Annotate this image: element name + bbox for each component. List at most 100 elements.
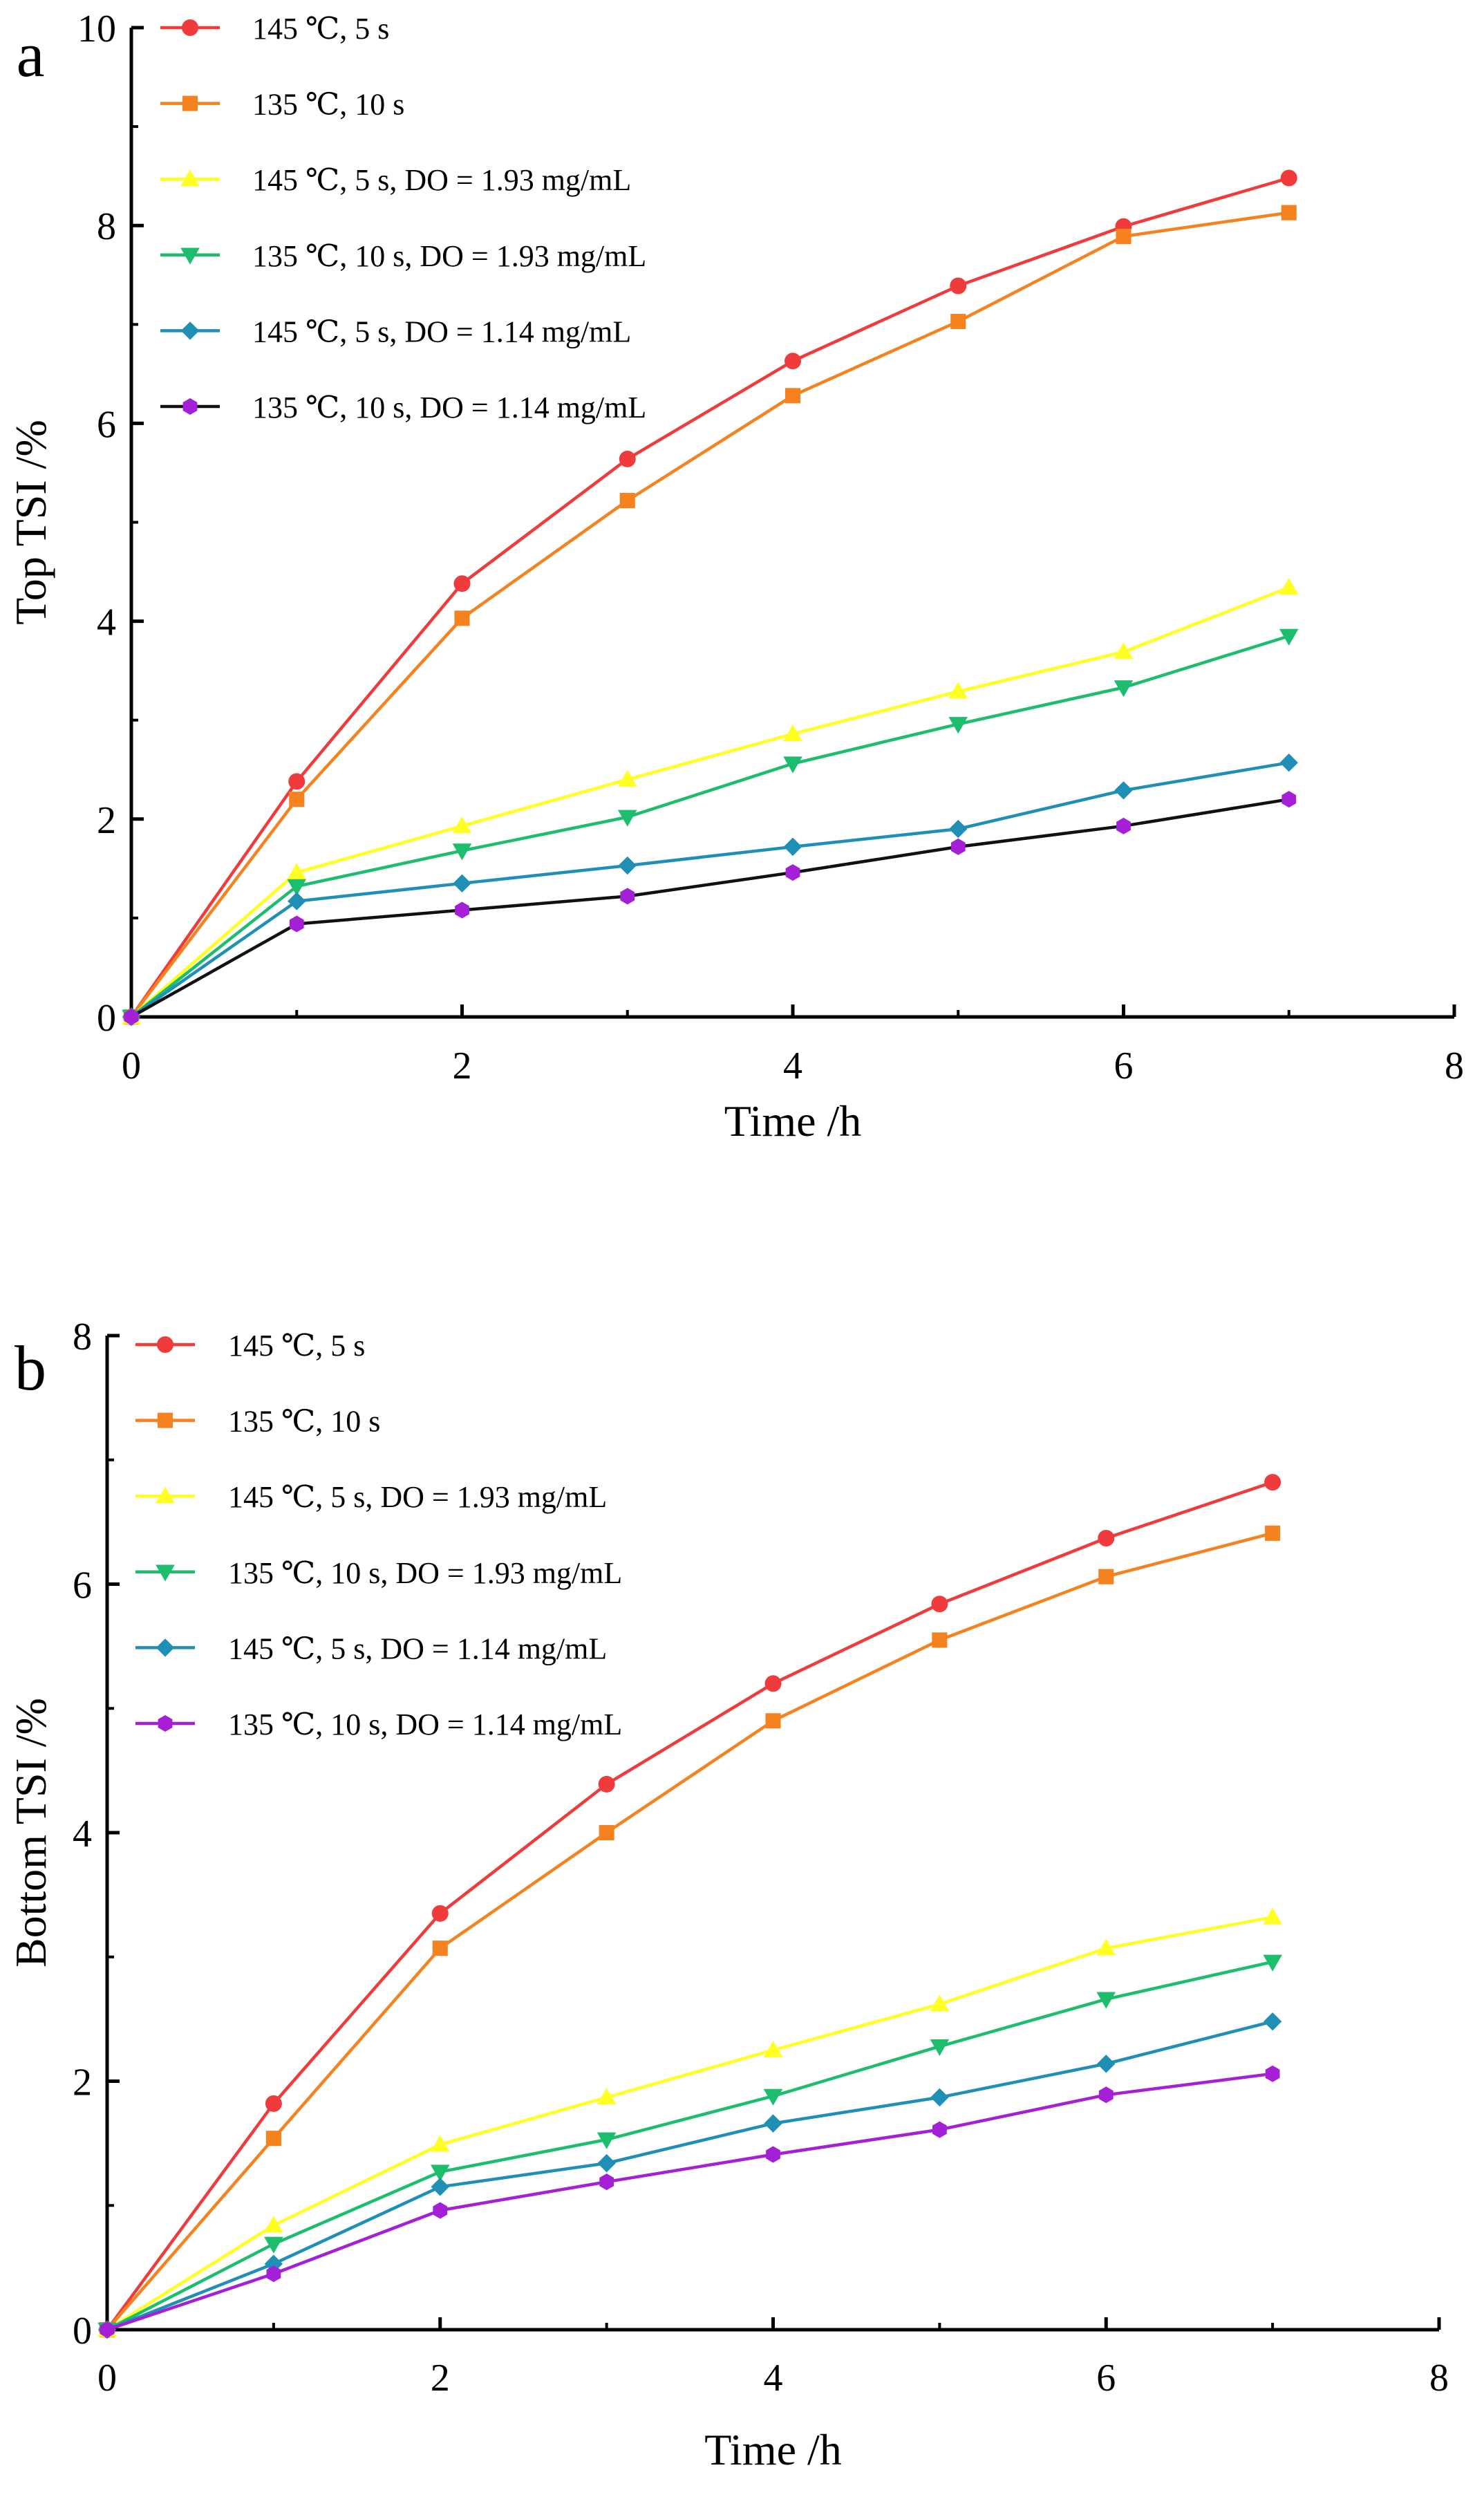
legend-label: 135 ℃, 10 s, DO = 1.14 mg/mL — [228, 1708, 622, 1741]
data-point — [932, 2121, 947, 2138]
data-point — [124, 1009, 139, 1025]
legend-marker — [158, 1715, 173, 1732]
data-point — [599, 1824, 614, 1841]
x-tick-label: 6 — [1114, 1045, 1134, 1087]
data-point — [453, 575, 471, 592]
data-point — [431, 1905, 449, 1922]
data-point — [1263, 1907, 1282, 1925]
x-tick-label: 0 — [97, 2357, 117, 2400]
data-point — [432, 1941, 448, 1956]
data-point — [100, 2321, 115, 2338]
panel-label: b — [15, 1333, 46, 1403]
x-axis-label: Time /h — [724, 1096, 862, 1146]
x-tick-label: 0 — [122, 1045, 141, 1087]
series-line — [106, 1531, 1273, 2331]
legend-label: 135 ℃, 10 s — [252, 88, 404, 122]
legend-entry: 145 ℃, 5 s, DO = 1.14 mg/mL — [160, 315, 631, 348]
y-tick-label: 8 — [97, 205, 116, 248]
data-point — [785, 388, 801, 404]
legend-entry: 135 ℃, 10 s, DO = 1.93 mg/mL — [135, 1556, 622, 1590]
data-point — [1096, 1938, 1116, 1956]
series-5 — [124, 791, 1297, 1025]
data-point — [620, 888, 635, 905]
legend-entry: 145 ℃, 5 s — [160, 12, 389, 46]
data-point — [763, 2040, 783, 2057]
legend-entry: 135 ℃, 10 s — [135, 1405, 380, 1439]
data-point — [289, 792, 305, 807]
data-point — [617, 769, 637, 787]
series-line — [106, 1480, 1273, 2331]
data-point — [1279, 628, 1299, 646]
legend-label: 145 ℃, 5 s — [252, 12, 389, 46]
legend-marker — [156, 1564, 175, 1582]
data-point — [1265, 1525, 1281, 1541]
data-point — [931, 1596, 948, 1613]
data-point — [1280, 169, 1297, 187]
y-tick-label: 0 — [97, 997, 116, 1040]
chart-panel-b: b 0 2 4 6 8 0 2 4 6 8 Time /h Bottom TSI /% 145 ℃, 5 … — [6, 1316, 1449, 2474]
data-point — [765, 1713, 781, 1729]
data-point — [431, 2178, 449, 2196]
data-point — [1116, 228, 1131, 244]
series-line — [106, 1960, 1273, 2332]
legend-entry: 145 ℃, 5 s — [135, 1329, 365, 1363]
data-point — [453, 874, 471, 893]
series-line — [130, 176, 1290, 1018]
legend-label: 145 ℃, 5 s, DO = 1.93 mg/mL — [252, 163, 631, 197]
legend-marker — [157, 1412, 173, 1428]
data-point — [932, 1632, 948, 1648]
chart-panel-a: a 0 2 4 6 8 0 2 4 6 8 10 Time /h Top TSI /% 145 ℃, 5 s… — [6, 8, 1464, 1146]
data-point — [598, 1775, 615, 1793]
legend-label: 135 ℃, 10 s, DO = 1.93 mg/mL — [252, 239, 646, 273]
series-line — [130, 760, 1290, 1018]
data-point — [265, 2095, 282, 2112]
data-point — [617, 810, 637, 827]
data-point — [597, 2132, 617, 2149]
data-point — [1279, 754, 1298, 772]
data-point — [1263, 1954, 1282, 1972]
data-point — [1098, 1529, 1115, 1546]
data-point — [763, 2088, 783, 2106]
y-tick-label: 0 — [73, 2310, 92, 2353]
data-point — [619, 492, 635, 509]
data-point — [949, 819, 968, 839]
y-tick-label: 8 — [73, 1316, 92, 1358]
legend-marker — [156, 1486, 175, 1504]
data-point — [288, 892, 306, 910]
legend-entry: 135 ℃, 10 s — [160, 88, 404, 122]
data-point — [948, 682, 968, 699]
series-line — [130, 634, 1290, 1018]
data-point — [619, 450, 636, 467]
data-point — [265, 2131, 281, 2147]
x-tick-label: 4 — [764, 2357, 783, 2400]
data-point — [1114, 781, 1133, 800]
data-point — [266, 2265, 281, 2283]
legend-marker — [180, 169, 200, 187]
y-tick-label: 2 — [97, 799, 116, 842]
data-point — [433, 2202, 448, 2219]
data-point — [1279, 578, 1299, 595]
x-tick-label: 4 — [783, 1045, 802, 1087]
y-tick-label: 4 — [97, 601, 116, 644]
data-point — [783, 756, 802, 774]
series-5 — [100, 2065, 1280, 2338]
data-point — [1098, 2086, 1114, 2104]
data-point — [1114, 642, 1134, 660]
series-4 — [122, 754, 1298, 1027]
legend-label: 135 ℃, 10 s, DO = 1.14 mg/mL — [252, 391, 646, 424]
series-line — [106, 2072, 1273, 2332]
data-point — [1116, 817, 1131, 834]
data-point — [597, 2153, 616, 2173]
data-point — [1263, 2012, 1282, 2031]
legend-label: 145 ℃, 5 s, DO = 1.14 mg/mL — [228, 1631, 607, 1665]
legend-marker — [156, 1638, 175, 1657]
legend-entry: 135 ℃, 10 s, DO = 1.93 mg/mL — [160, 239, 646, 273]
legend-label: 145 ℃, 5 s, DO = 1.93 mg/mL — [228, 1480, 607, 1514]
legend-entry: 135 ℃, 10 s, DO = 1.14 mg/mL — [160, 391, 646, 424]
data-point — [1281, 791, 1297, 808]
data-point — [930, 2039, 950, 2056]
series-3 — [97, 1954, 1282, 2339]
y-tick-label: 10 — [77, 8, 116, 50]
